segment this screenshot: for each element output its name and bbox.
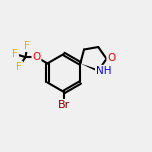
Text: NH: NH <box>96 66 111 76</box>
Text: F: F <box>24 41 30 51</box>
Text: Br: Br <box>58 100 70 110</box>
Text: F: F <box>12 49 18 59</box>
Polygon shape <box>80 64 99 72</box>
Text: F: F <box>16 62 22 71</box>
Text: O: O <box>32 52 41 62</box>
Text: O: O <box>107 53 116 63</box>
